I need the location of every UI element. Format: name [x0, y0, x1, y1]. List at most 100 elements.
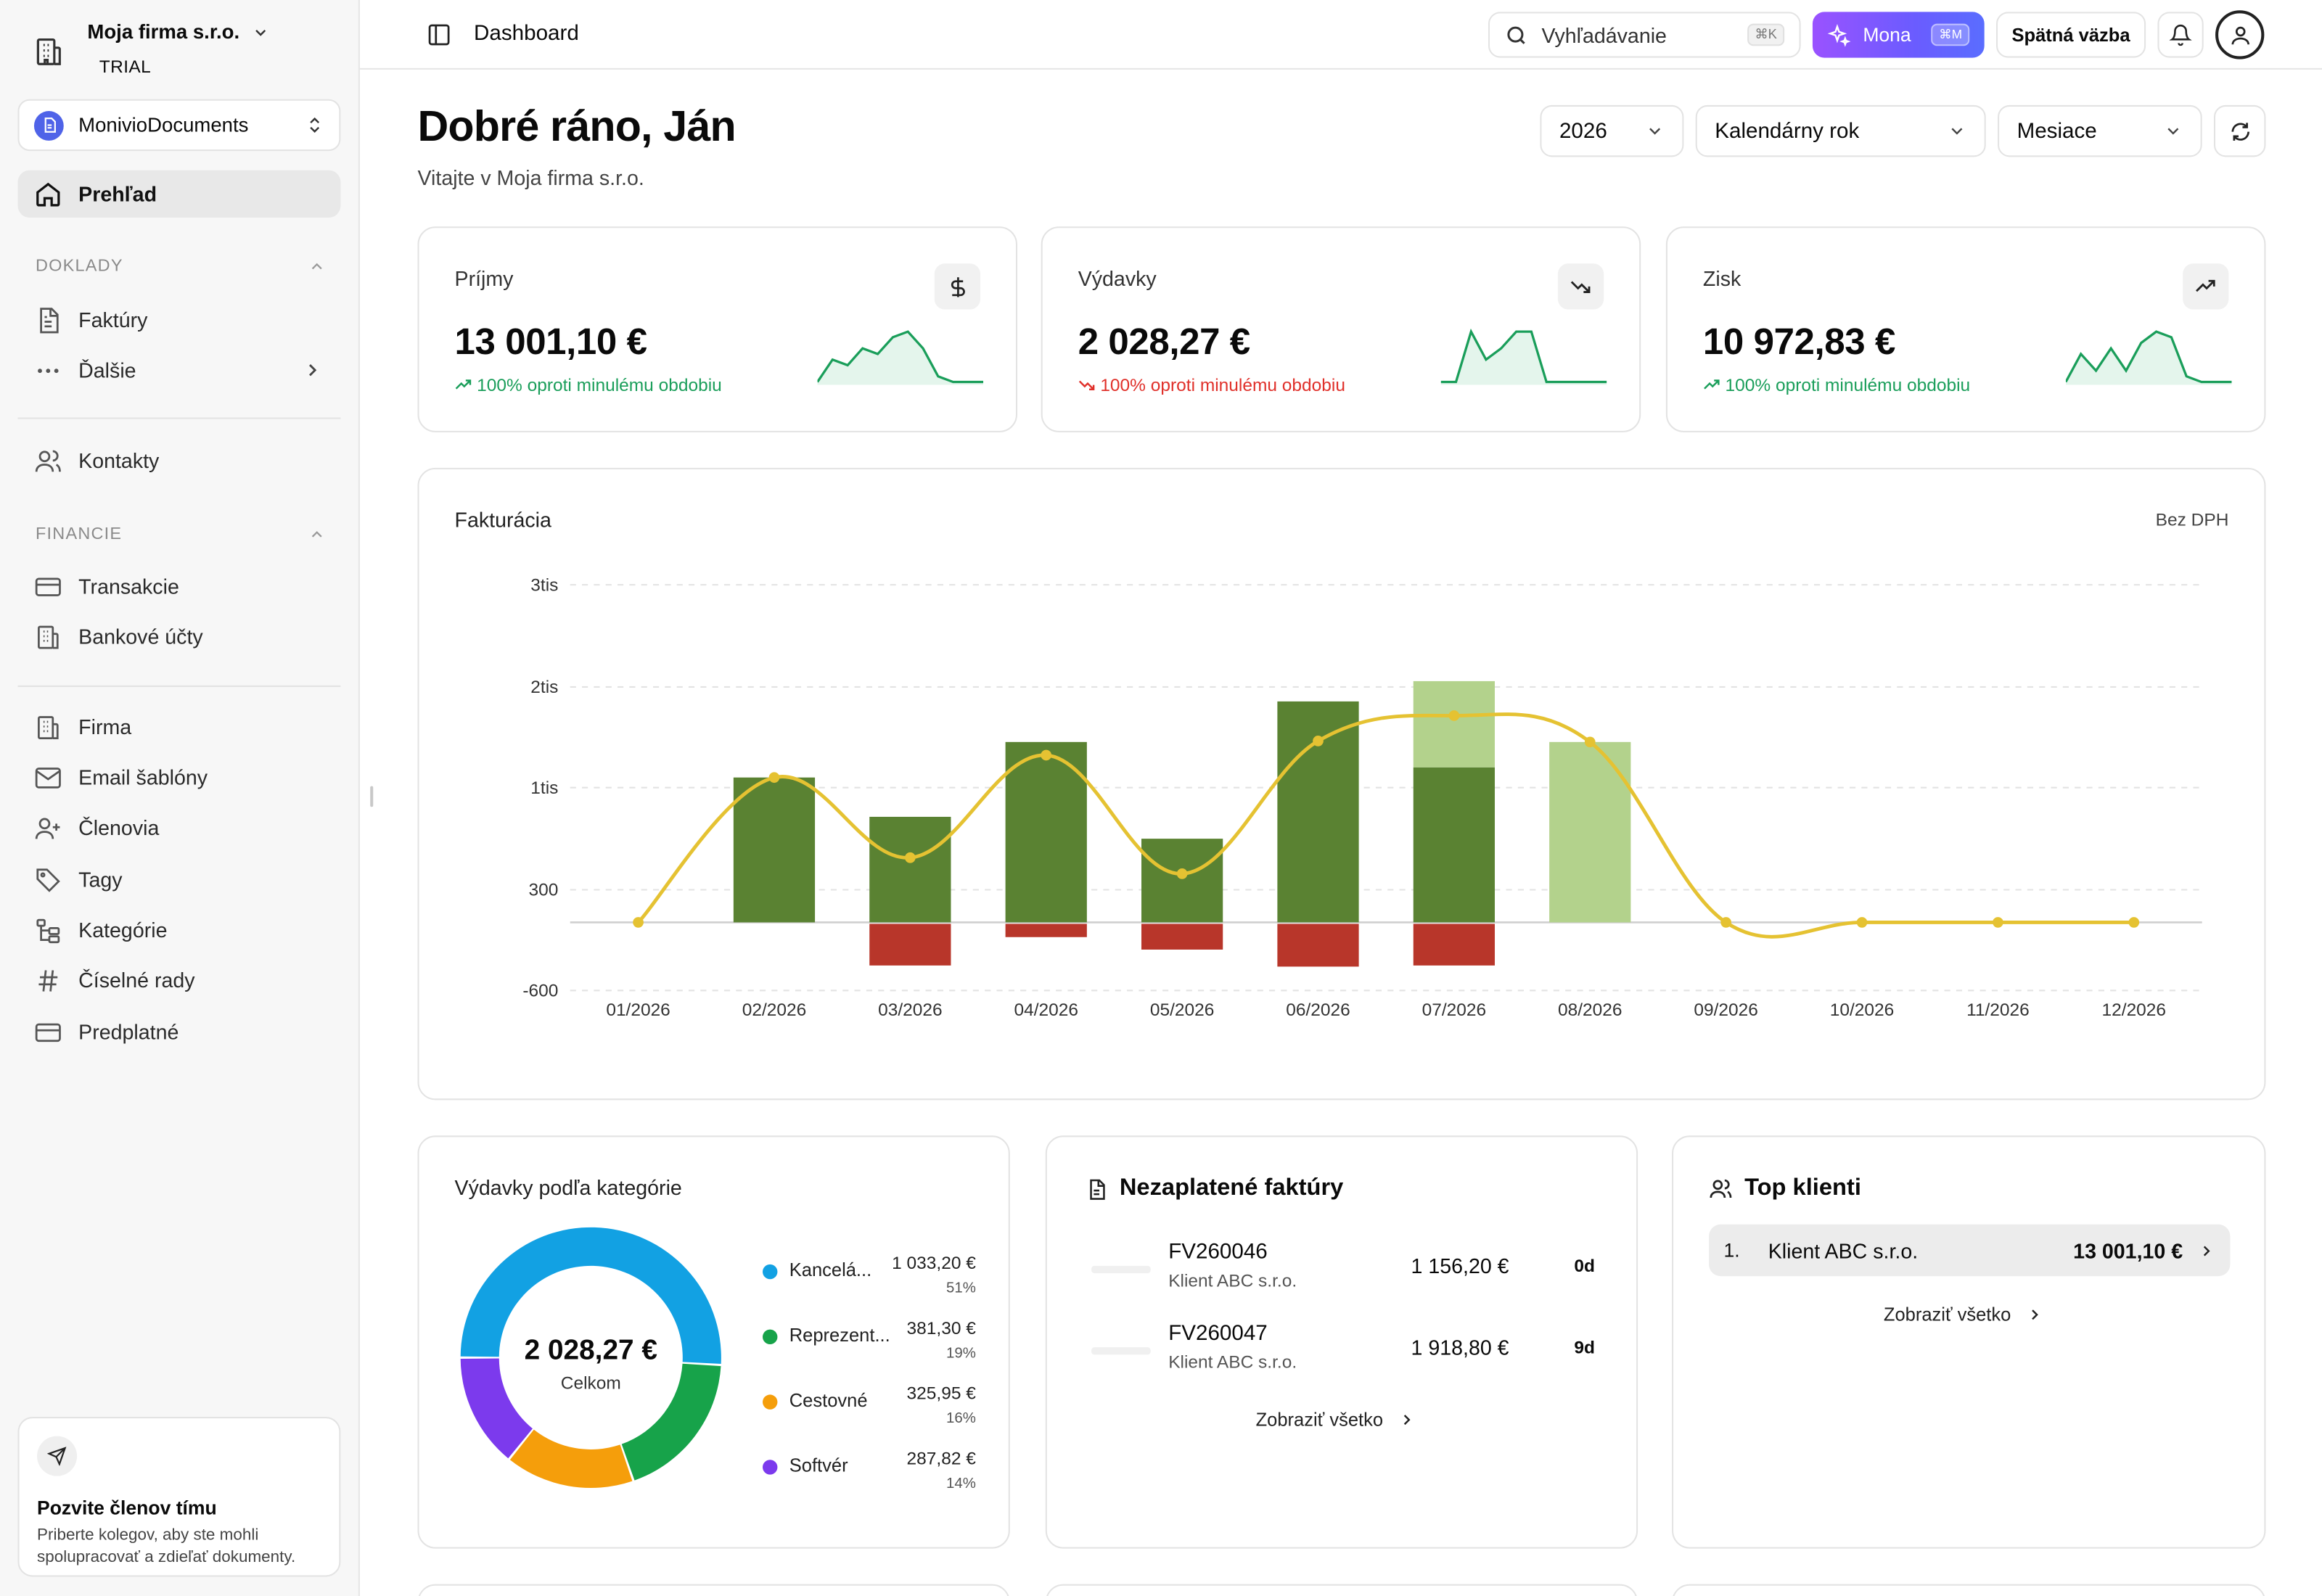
nav-contacts[interactable]: Kontakty — [17, 437, 340, 484]
notifications-button[interactable] — [2157, 12, 2204, 58]
kpi-delta-text: 100% oproti minulému obdobiu — [1725, 374, 1971, 395]
bar-paid[interactable] — [733, 777, 816, 923]
kpi-card-expenses[interactable]: Výdavky 2 028,27 € 100% oproti minulému … — [1041, 226, 1641, 432]
nav-bank-accounts[interactable]: Bankové účty — [17, 613, 340, 660]
search-input[interactable]: Vyhľadávanie ⌘K — [1488, 12, 1801, 58]
profit-point[interactable] — [1041, 749, 1052, 761]
profit-point[interactable] — [1856, 917, 1868, 928]
page-title: Dashboard — [474, 22, 579, 46]
sidebar-toggle-icon[interactable] — [427, 22, 452, 48]
nav-members[interactable]: Členovia — [17, 804, 340, 851]
legend-percent: 51% — [946, 1280, 976, 1297]
invoice-row[interactable]: FV260046 Klient ABC s.r.o. 1 156,20 € 0d — [1091, 1238, 1598, 1297]
user-avatar[interactable] — [2215, 10, 2265, 59]
profit-point[interactable] — [1448, 710, 1460, 721]
profit-point[interactable] — [2128, 917, 2140, 928]
period-type-select[interactable]: Kalendárny rok — [1695, 104, 1986, 157]
feedback-button[interactable]: Spätná väzba — [1995, 12, 2146, 58]
nav-email-templates[interactable]: Email šablóny — [17, 754, 340, 801]
kpi-label: Zisk — [1702, 266, 1742, 290]
nav-tags[interactable]: Tagy — [17, 856, 340, 903]
nav-subscription[interactable]: Predplatné — [17, 1008, 340, 1056]
legend-percent: 14% — [946, 1476, 976, 1493]
profit-point[interactable] — [905, 852, 916, 863]
x-tick-label: 06/2026 — [1286, 1000, 1350, 1020]
section-financie[interactable]: FINANCIE — [36, 525, 326, 543]
legend-item[interactable]: Cestovné 325,95 € 16% — [763, 1383, 976, 1436]
nav-overview-label: Prehľad — [78, 182, 157, 206]
y-tick-label: 3tis — [530, 575, 558, 595]
donut-slice[interactable] — [509, 1429, 633, 1489]
client-row[interactable]: 1. Klient ABC s.r.o. 13 001,10 € — [1709, 1224, 2231, 1277]
profit-point[interactable] — [1313, 736, 1324, 746]
bar-paid[interactable] — [1413, 767, 1496, 923]
nav-company[interactable]: Firma — [17, 703, 340, 750]
workspace-name: MonivioDocuments — [78, 114, 249, 136]
workspace-switcher[interactable]: MonivioDocuments — [17, 99, 341, 152]
nav-transactions[interactable]: Transakcie — [17, 563, 340, 610]
sidebar: Moja firma s.r.o. TRIAL MonivioDocuments… — [0, 0, 360, 1596]
kpi-delta-text: 100% oproti minulému obdobiu — [1100, 374, 1345, 395]
chart-vat-note: Bez DPH — [2155, 509, 2229, 530]
refresh-button[interactable] — [2213, 104, 2266, 157]
invite-card[interactable]: Pozvite členov tímu Priberte kolegov, ab… — [17, 1417, 341, 1577]
bar-expense[interactable] — [1277, 924, 1359, 967]
sparkline-area — [2065, 332, 2232, 385]
legend-name: Kancelá... — [789, 1259, 872, 1281]
profit-point[interactable] — [1720, 917, 1731, 928]
kpi-card-income[interactable]: Príjmy 13 001,10 € 100% oproti minulému … — [417, 226, 1018, 432]
bar-paid[interactable] — [1141, 839, 1223, 923]
sparkline-area — [817, 332, 984, 385]
invoice-progress-bar — [1091, 1265, 1151, 1274]
nav-invoices[interactable]: Faktúry — [17, 296, 340, 343]
sidebar-resize-handle[interactable] — [370, 786, 374, 807]
bar-expense[interactable] — [869, 924, 951, 966]
file-text-icon — [1090, 1178, 1105, 1199]
legend-item[interactable]: Reprezent... 381,30 € 19% — [763, 1317, 976, 1370]
plan-badge: TRIAL — [99, 56, 152, 78]
bar-expense[interactable] — [1141, 924, 1223, 950]
profit-point[interactable] — [633, 917, 644, 928]
sparkline-line — [1440, 328, 1607, 384]
kpi-delta: 100% oproti minulému obdobiu — [1703, 374, 1970, 395]
profit-line — [636, 712, 2134, 939]
bar-expense[interactable] — [1005, 924, 1087, 937]
bar-expense[interactable] — [1413, 924, 1496, 966]
donut-slice[interactable] — [460, 1227, 721, 1364]
legend-item[interactable]: Softvér 287,82 € 14% — [763, 1448, 976, 1501]
bar-pending[interactable] — [1549, 741, 1631, 923]
bar-paid[interactable] — [1005, 741, 1087, 923]
profit-point[interactable] — [1993, 917, 2003, 928]
bar-paid[interactable] — [1277, 701, 1359, 923]
profit-point[interactable] — [1584, 736, 1596, 748]
kpi-card-profit[interactable]: Zisk 10 972,83 € 100% oproti minulému ob… — [1665, 226, 2266, 432]
bell-icon — [2169, 25, 2192, 46]
mona-ai-button[interactable]: Mona ⌘M — [1812, 12, 1985, 58]
nav-number-series[interactable]: Číselné rady — [17, 956, 340, 1003]
donut-slice[interactable] — [621, 1363, 721, 1481]
bar-pending[interactable] — [1413, 680, 1496, 768]
invoice-days-overdue: 9d — [1574, 1336, 1595, 1358]
chevron-right-icon — [309, 364, 317, 377]
trending-down-icon — [1557, 263, 1604, 310]
top-clients-show-all-link[interactable]: Zobraziť všetko — [1884, 1304, 2043, 1325]
top-clients-card: Top klienti 1. Klient ABC s.r.o. 13 001,… — [1672, 1135, 2266, 1549]
year-select[interactable]: 2026 — [1540, 104, 1684, 157]
org-switcher[interactable]: Moja firma s.r.o. TRIAL — [33, 21, 269, 78]
credit-card-icon — [35, 1022, 61, 1042]
legend-item[interactable]: Kancelá... 1 033,20 € 51% — [763, 1253, 976, 1306]
chevron-down-icon — [255, 28, 266, 36]
bar-paid[interactable] — [869, 816, 951, 923]
nav-overview[interactable]: Prehľad — [17, 170, 341, 218]
invoice-row[interactable]: FV260047 Klient ABC s.r.o. 1 918,80 € 9d — [1091, 1319, 1598, 1378]
kpi-label: Výdavky — [1078, 266, 1157, 290]
nav-more[interactable]: Ďalšie — [17, 347, 340, 394]
profit-point[interactable] — [1176, 868, 1188, 879]
x-tick-label: 04/2026 — [1014, 1000, 1078, 1020]
donut-slice[interactable] — [460, 1358, 533, 1459]
nav-categories[interactable]: Kategórie — [17, 906, 340, 953]
granularity-select[interactable]: Mesiace — [1998, 104, 2202, 157]
section-doklady[interactable]: DOKLADY — [36, 258, 326, 276]
unpaid-show-all-link[interactable]: Zobraziť všetko — [1256, 1410, 1416, 1430]
profit-point[interactable] — [768, 772, 780, 783]
